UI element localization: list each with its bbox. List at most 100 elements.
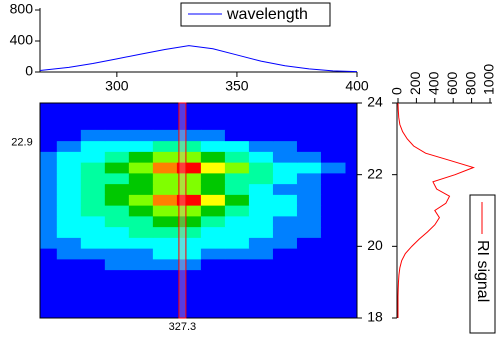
contour-cell	[128, 237, 154, 249]
contour-cell	[104, 205, 130, 217]
y-tick-label: 0	[25, 63, 33, 79]
contour-cell	[56, 205, 82, 217]
contour-cell	[296, 129, 322, 142]
contour-cell	[80, 205, 106, 217]
y-tick-label: 800	[10, 1, 34, 17]
contour-cell	[200, 140, 226, 152]
contour-cell	[176, 183, 202, 195]
x-tick-label: 0	[389, 87, 405, 95]
contour-cell	[56, 183, 82, 195]
contour-cell	[248, 140, 274, 152]
contour-cell	[80, 248, 106, 260]
contour-cell	[272, 172, 298, 185]
contour-cell	[104, 172, 130, 185]
contour-cell	[296, 237, 322, 249]
contour-cell	[40, 205, 58, 217]
contour-cell	[320, 226, 346, 238]
contour-cell	[152, 248, 178, 260]
contour-frame	[39, 102, 358, 319]
contour-cell	[80, 151, 106, 163]
y-tick-label: 22	[367, 165, 383, 181]
contour-cell	[128, 226, 154, 238]
contour-cell	[152, 237, 178, 249]
contour-cell	[272, 248, 298, 260]
contour-cell	[248, 194, 274, 206]
contour-cell	[248, 237, 274, 249]
contour-cell	[176, 248, 202, 260]
contour-cell	[320, 183, 346, 195]
contour-cell	[80, 172, 106, 185]
contour-cell	[248, 151, 274, 163]
contour-cell	[224, 248, 250, 260]
cursor-y-label: 22.9	[11, 136, 32, 148]
contour-cell	[128, 172, 154, 185]
x-tick-label: 200	[407, 71, 423, 95]
contour-cell	[320, 215, 346, 228]
contour-cell	[200, 226, 226, 238]
contour-cell	[272, 183, 298, 195]
contour-cell	[104, 140, 130, 152]
contour-cell	[128, 183, 154, 195]
contour-cell	[56, 151, 82, 163]
contour-cell	[248, 226, 274, 238]
contour-cell	[224, 194, 250, 206]
legend-label: wavelength	[226, 6, 308, 23]
contour-cell	[104, 237, 130, 249]
contour-cell	[80, 183, 106, 195]
legend-label: RI signal	[474, 240, 491, 302]
contour-cell	[104, 151, 130, 163]
contour-cell	[80, 258, 106, 271]
contour-cell	[104, 194, 130, 206]
contour-cell	[56, 237, 82, 249]
contour-cell	[248, 258, 274, 271]
contour-cell	[224, 129, 250, 142]
contour-cell	[104, 215, 130, 228]
contour-cell	[80, 215, 106, 228]
y-tick-label: 20	[367, 237, 383, 253]
contour-cell	[80, 194, 106, 206]
contour-cell	[296, 194, 322, 206]
contour-cell	[224, 205, 250, 217]
y-tick-label: 400	[10, 32, 34, 48]
contour-cell	[272, 129, 298, 142]
contour-cell	[200, 183, 226, 195]
contour-cell	[152, 226, 178, 238]
contour-cell	[224, 258, 250, 271]
contour-cell	[56, 162, 82, 174]
contour-cell	[176, 140, 202, 152]
contour-cell	[152, 151, 178, 163]
contour-cell	[80, 237, 106, 249]
contour-cell	[152, 205, 178, 217]
contour-cell	[128, 215, 154, 228]
contour-cell	[40, 183, 58, 195]
contour-cell	[320, 194, 346, 206]
contour-cell	[40, 140, 58, 152]
x-tick-label: 800	[462, 71, 478, 95]
contour-cell	[272, 237, 298, 249]
contour-cell	[200, 172, 226, 185]
cursor-x-label: 327.3	[169, 321, 197, 333]
contour-cell	[200, 258, 226, 271]
contour-cell	[248, 215, 274, 228]
contour-cell	[224, 215, 250, 228]
contour-cell	[152, 162, 178, 174]
contour-cell	[200, 248, 226, 260]
contour-cell	[320, 140, 346, 152]
contour-cell	[152, 129, 178, 142]
contour-cell	[200, 162, 226, 174]
contour-cell	[248, 172, 274, 185]
contour-cell	[320, 258, 346, 271]
contour-cell	[128, 258, 154, 271]
contour-cell	[200, 129, 226, 142]
contour-cell	[80, 140, 106, 152]
contour-cell	[56, 248, 82, 260]
contour-cell	[128, 162, 154, 174]
contour-cell	[224, 237, 250, 249]
contour-cell	[56, 215, 82, 228]
contour-cell	[128, 194, 154, 206]
x-tick-label: 300	[105, 78, 129, 94]
contour-cell	[128, 129, 154, 142]
contour-cell	[104, 129, 130, 142]
x-tick-label: 400	[426, 71, 442, 95]
